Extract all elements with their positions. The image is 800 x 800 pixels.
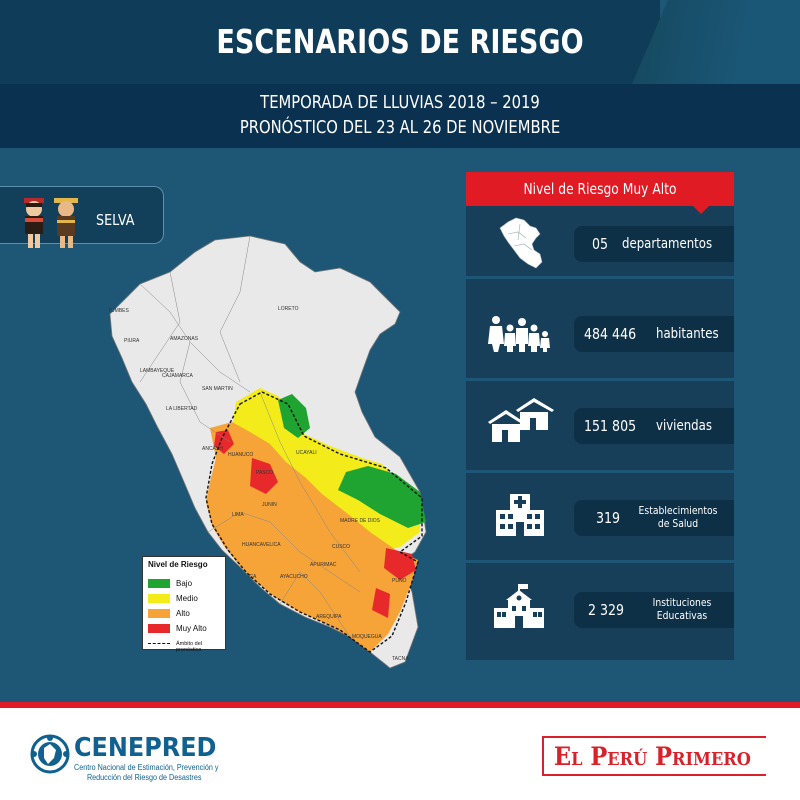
stat-unit-salud-line1: Establecimientos: [638, 504, 718, 517]
cenepred-subtitle-line1: Centro Nacional de Estimación, Prevenció…: [74, 763, 219, 772]
risk-zone-bajo-east: [338, 466, 426, 528]
svg-text:MADRE DE DIOS: MADRE DE DIOS: [340, 518, 381, 524]
stat-divider: [466, 276, 734, 279]
stat-number-salud: 319: [596, 509, 621, 527]
department-borders: [139, 235, 361, 638]
stat-unit-habitantes: habitantes: [656, 326, 719, 342]
svg-text:HUANUCO: HUANUCO: [228, 452, 253, 458]
stat-number-departamentos: 05: [592, 235, 609, 253]
svg-text:PIURA: PIURA: [124, 338, 140, 344]
legend-dashed-line: [148, 643, 170, 644]
stat-unit-departamentos: departamentos: [622, 236, 713, 252]
legend-label-alto: Alto: [176, 609, 190, 618]
peru-risk-map: TUMBES PIURA AMAZONAS LAMBAYEQUE CAJAMAR…: [108, 235, 427, 669]
risk-zone-muyalto-2: [214, 430, 234, 454]
region-label: SELVA: [96, 211, 135, 229]
risk-zone-medio: [232, 388, 420, 552]
slogan-logo: El Perú Primero: [554, 742, 751, 771]
legend-item-alto: Alto: [148, 609, 226, 619]
stat-unit-educativas-line1: Instituciones: [652, 596, 712, 609]
stat-number-habitantes: 484 446: [584, 325, 637, 343]
stat-unit-salud-line2: de Salud: [657, 517, 699, 530]
stat-divider: [466, 470, 734, 473]
stat-pill-salud: [574, 500, 734, 536]
legend-item-forecast-area: Ámbito del pronóstico: [148, 641, 226, 653]
svg-text:APURIMAC: APURIMAC: [310, 562, 337, 568]
hospital-icon: [496, 494, 544, 536]
peru-map-icon: [499, 217, 543, 269]
svg-text:AYACUCHO: AYACUCHO: [280, 574, 308, 580]
legend-swatch-alto: [148, 609, 170, 618]
risk-header-pointer: [692, 205, 710, 214]
department-labels: TUMBES PIURA AMAZONAS LAMBAYEQUE CAJAMAR…: [108, 306, 409, 662]
legend-swatch-bajo: [148, 579, 170, 588]
stat-pill-educativas: [574, 592, 734, 628]
legend-item-medio: Medio: [148, 594, 226, 604]
slogan-frame: [542, 736, 766, 776]
svg-text:PUNO: PUNO: [392, 578, 407, 584]
legend-label-muy-alto: Muy Alto: [176, 624, 207, 633]
risk-zone-muyalto-3: [384, 548, 416, 580]
svg-text:CAJAMARCA: CAJAMARCA: [162, 373, 194, 379]
legend-item-bajo: Bajo: [148, 579, 226, 589]
page-title: ESCENARIOS DE RIESGO: [216, 22, 584, 61]
svg-text:HUANCAVELICA: HUANCAVELICA: [242, 542, 281, 548]
svg-text:TUMBES: TUMBES: [108, 308, 130, 314]
school-icon: [494, 584, 544, 628]
footer-red-line: [0, 702, 800, 708]
svg-text:LAMBAYEQUE: LAMBAYEQUE: [140, 368, 175, 374]
stat-divider: [466, 560, 734, 563]
region-tag: [0, 186, 164, 244]
svg-text:ICA: ICA: [248, 574, 257, 580]
cenepred-logo-text: CENEPRED: [74, 733, 217, 763]
risk-level-header: [466, 172, 734, 206]
houses-icon: [488, 398, 554, 442]
people-icon: [488, 316, 550, 352]
stat-pill-departamentos: [574, 226, 734, 262]
legend-swatch-muy-alto: [148, 624, 170, 633]
stat-unit-salud: Establecimientos de Salud: [636, 504, 720, 530]
risk-zone-muyalto-4: [372, 588, 390, 618]
legend-title: Nivel de Riesgo: [148, 560, 208, 569]
svg-text:LORETO: LORETO: [278, 306, 299, 312]
indigenous-figures-icon: [24, 198, 78, 248]
svg-text:UCAYALI: UCAYALI: [296, 450, 317, 456]
svg-text:ANCASH: ANCASH: [202, 446, 223, 452]
svg-text:JUNIN: JUNIN: [262, 502, 277, 508]
subtitle-band: [0, 84, 800, 148]
forecast-boundary: [205, 391, 423, 653]
stat-divider: [466, 378, 734, 381]
map-legend: Nivel de Riesgo Bajo Medio Alto Muy Alto…: [142, 556, 226, 653]
stat-unit-educativas: Instituciones Educativas: [640, 596, 724, 622]
legend-swatch-medio: [148, 594, 170, 603]
svg-text:CUSCO: CUSCO: [332, 544, 350, 550]
stat-pill-habitantes: [574, 316, 734, 352]
risk-level-header-label: Nivel de Riesgo Muy Alto: [523, 180, 677, 198]
svg-text:LIMA: LIMA: [232, 512, 244, 518]
legend-label-medio: Medio: [176, 594, 198, 603]
legend-label-bajo: Bajo: [176, 579, 193, 588]
svg-text:LA LIBERTAD: LA LIBERTAD: [166, 406, 198, 412]
stat-pill-viviendas: [574, 408, 734, 444]
stat-unit-viviendas: viviendas: [656, 418, 712, 434]
legend-item-muy-alto: Muy Alto: [148, 624, 226, 634]
risk-zone-muyalto-1: [250, 458, 278, 494]
legend-label-forecast-area: Ámbito del pronóstico: [176, 641, 202, 653]
forecast-date-subtitle: PRONÓSTICO DEL 23 AL 26 DE NOVIEMBRE: [239, 117, 561, 138]
stat-unit-educativas-line2: Educativas: [656, 609, 708, 622]
svg-text:AMAZONAS: AMAZONAS: [170, 336, 199, 342]
stat-number-educativas: 2 329: [588, 601, 625, 619]
svg-text:PASCO: PASCO: [256, 470, 273, 476]
season-subtitle: TEMPORADA DE LLUVIAS 2018 – 2019: [260, 92, 540, 113]
cenepred-logo-icon: [30, 734, 70, 774]
svg-text:AREQUIPA: AREQUIPA: [316, 614, 342, 620]
title-band: [0, 0, 660, 84]
cenepred-subtitle-line2: Reducción del Riesgo de Desastres: [86, 773, 202, 782]
svg-text:SAN MARTIN: SAN MARTIN: [202, 386, 233, 392]
svg-text:TACNA: TACNA: [392, 656, 409, 662]
svg-text:MOQUEGUA: MOQUEGUA: [352, 634, 382, 640]
stat-number-viviendas: 151 805: [584, 417, 637, 435]
